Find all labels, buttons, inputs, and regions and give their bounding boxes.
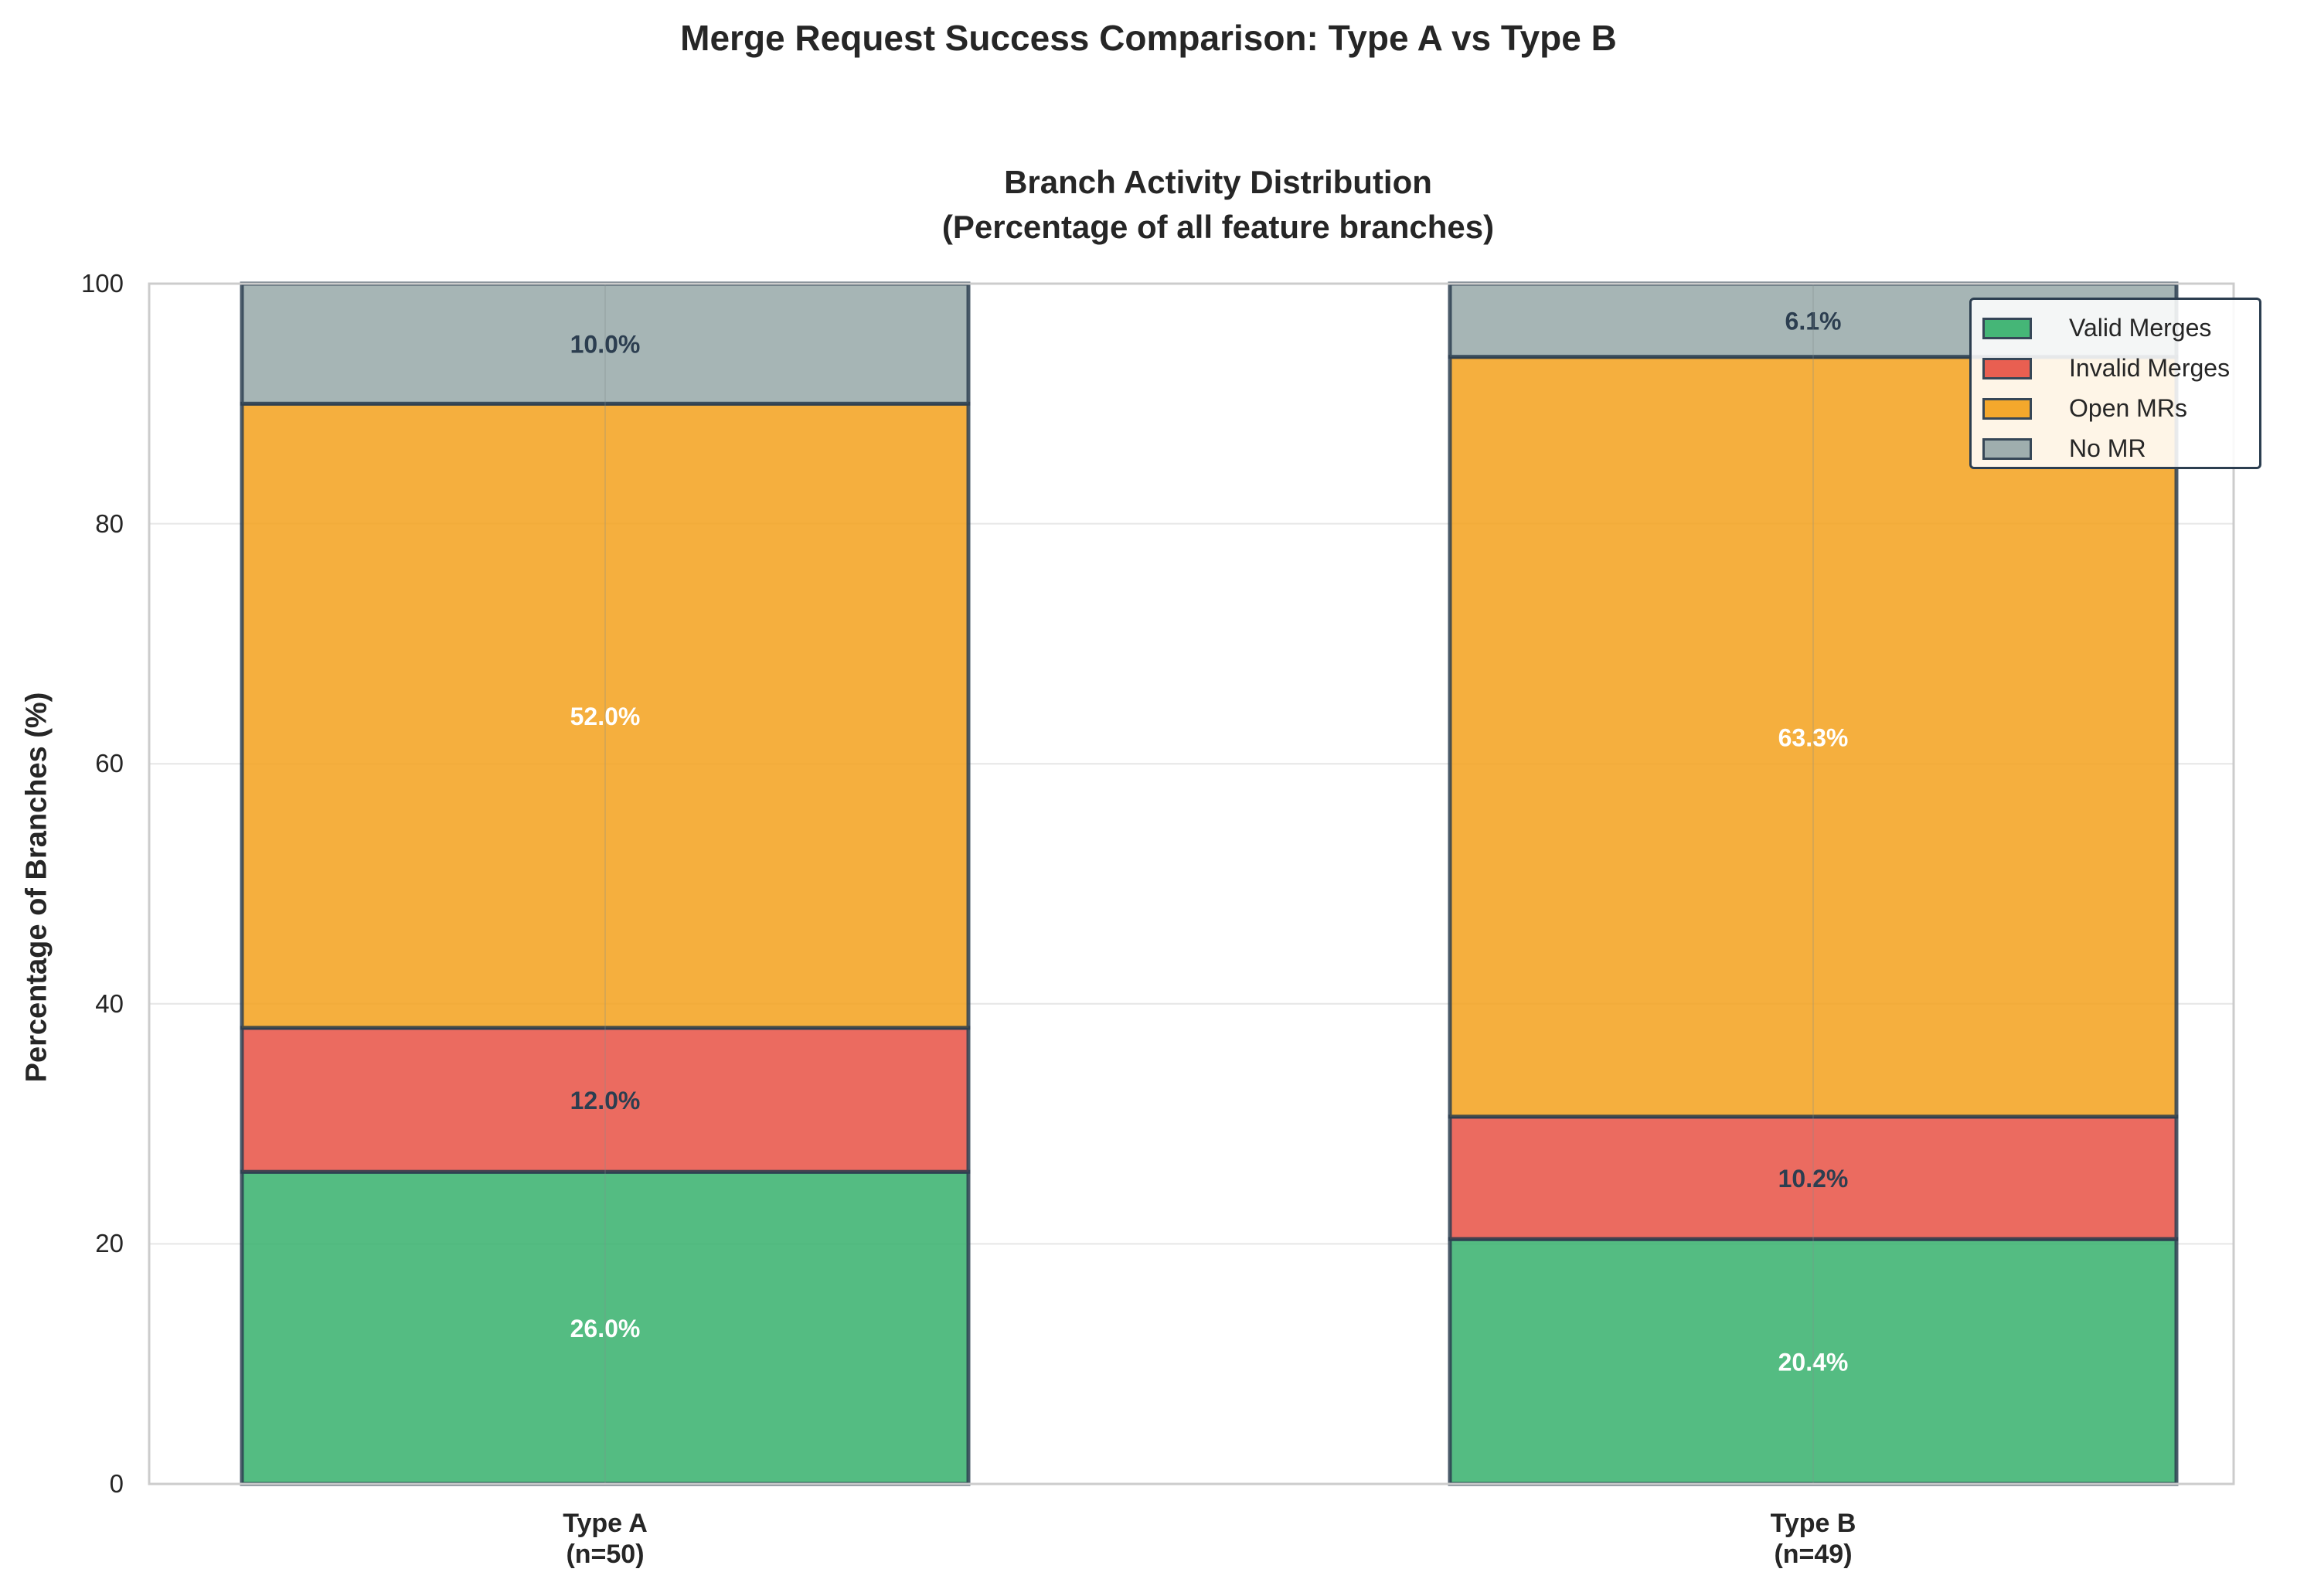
x-tick-label-count: (n=49) xyxy=(1774,1540,1853,1569)
chart-title-line-1: Branch Activity Distribution xyxy=(1004,164,1432,200)
y-tick-label: 60 xyxy=(95,749,124,778)
y-tick-label: 100 xyxy=(80,269,124,298)
y-tick-label: 40 xyxy=(95,989,124,1018)
plot-frame xyxy=(148,282,2235,1485)
legend-item: Open MRs xyxy=(1982,390,2253,430)
legend-label: Valid Merges xyxy=(2069,314,2212,342)
data-label: 10.2% xyxy=(1778,1165,1849,1193)
legend-label: Invalid Merges xyxy=(2069,354,2231,382)
data-label: 63.3% xyxy=(1778,723,1849,751)
x-tick-label-count: (n=50) xyxy=(566,1540,645,1569)
chart-title-line-2: (Percentage of all feature branches) xyxy=(941,209,1495,245)
bar-open-mrs-type-a xyxy=(240,401,971,1030)
data-label: 26.0% xyxy=(570,1315,641,1342)
data-label: 10.0% xyxy=(570,331,641,359)
bar-valid-merges-type-b xyxy=(1448,1237,2179,1486)
data-label: 52.0% xyxy=(570,703,641,730)
data-label: 12.0% xyxy=(570,1087,641,1114)
bar-open-mrs-type-b xyxy=(1448,355,2179,1119)
y-tick-label: 0 xyxy=(109,1469,124,1498)
data-label: 6.1% xyxy=(1785,307,1842,335)
data-label: 20.4% xyxy=(1778,1349,1849,1377)
legend-label: No MR xyxy=(2069,434,2146,462)
x-tick-label: Type B (n=49) xyxy=(1659,1508,1968,1570)
legend-swatch xyxy=(1982,318,2032,339)
legend-item: No MR xyxy=(1982,430,2253,470)
legend-item: Invalid Merges xyxy=(1982,349,2253,390)
legend-swatch xyxy=(1982,438,2032,460)
bar-invalid-merges-type-b xyxy=(1448,1114,2179,1241)
legend-swatch xyxy=(1982,358,2032,379)
x-tick-label-name: Type A xyxy=(563,1509,648,1538)
chart-suptitle: Merge Request Success Comparison: Type A… xyxy=(680,18,1617,58)
bar-valid-merges-type-a xyxy=(240,1169,971,1486)
chart-title: Branch Activity Distribution (Percentage… xyxy=(151,160,2285,250)
y-tick-label: 80 xyxy=(95,509,124,538)
legend-item: Valid Merges xyxy=(1982,309,2253,349)
y-tick-label: 20 xyxy=(95,1229,124,1258)
legend-label: Open MRs xyxy=(2069,394,2187,422)
bar-invalid-merges-type-a xyxy=(240,1026,971,1174)
x-tick-label-name: Type B xyxy=(1770,1509,1856,1538)
legend-swatch xyxy=(1982,398,2032,420)
x-tick-label: Type A (n=50) xyxy=(451,1508,760,1570)
legend: Valid Merges Invalid Merges Open MRs No MR xyxy=(1969,298,2261,469)
